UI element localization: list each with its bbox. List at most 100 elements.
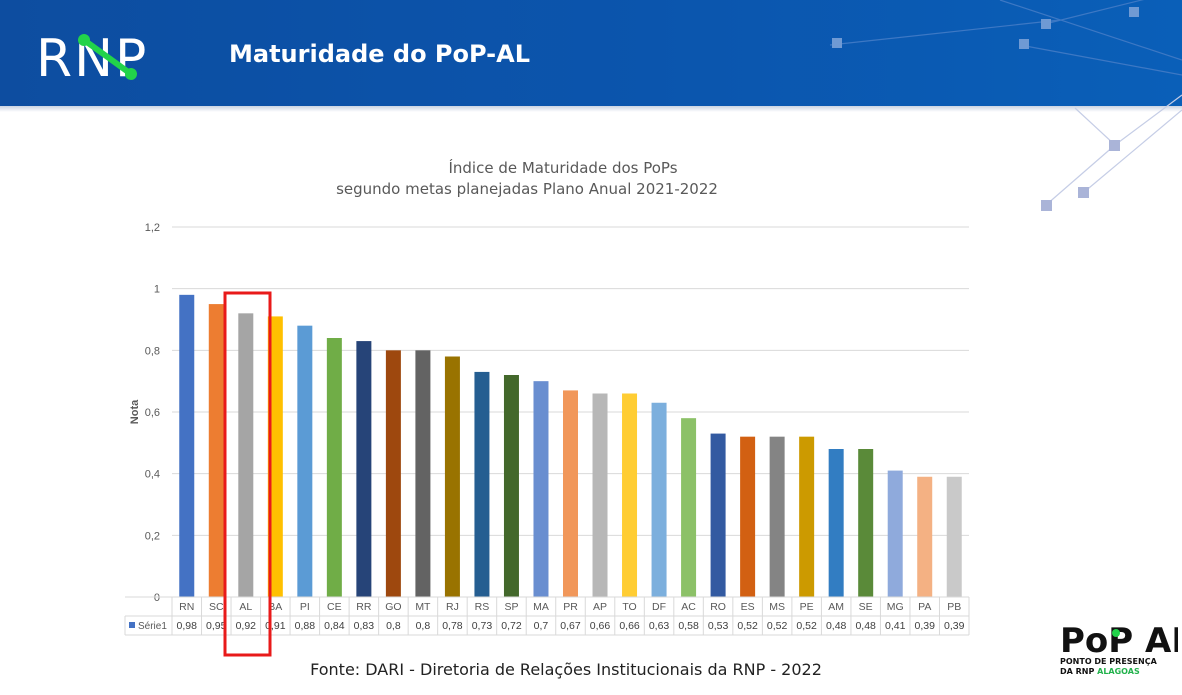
category-label: SE [859,601,873,613]
pop-al-caption-line2: DA RNP [1060,667,1098,676]
value-label: 0,88 [295,620,316,632]
y-tick-label: 0 [154,592,160,604]
bar-mt [415,350,431,597]
value-label: 0,98 [177,620,198,632]
y-tick-label: 1 [154,284,160,296]
value-label: 0,73 [472,620,493,632]
category-label: PB [947,601,961,613]
value-label: 0,48 [826,620,847,632]
category-label: MA [533,601,549,613]
bar-pr [563,390,578,597]
category-label: GO [385,601,401,613]
rnp-logo-dot-top [78,34,90,46]
value-label: 0,92 [236,620,257,632]
source-note: Fonte: DARI - Diretoria de Relações Inst… [310,660,822,679]
bar-rj [444,356,460,597]
bar-ce [326,338,342,597]
category-label: AC [681,601,696,613]
circuit-decoration [829,0,1182,76]
category-label: MG [887,601,904,613]
value-label: 0,72 [501,620,522,632]
bar-pe [799,436,815,597]
value-label: 0,39 [944,620,965,632]
bar-sc [208,304,224,597]
value-label: 0,53 [708,620,729,632]
bar-ac [681,418,697,597]
value-label: 0,66 [590,620,611,632]
y-axis-label: Nota [129,399,141,424]
value-label: 0,52 [796,620,817,632]
bar-ba [267,316,283,597]
bar-am [828,449,844,597]
category-label: MT [415,601,431,613]
category-label: PI [300,601,310,613]
legend-series-name: Série1 [138,621,167,632]
category-label: RN [179,601,194,613]
y-tick-label: 0,4 [145,469,160,481]
category-label: PA [918,601,931,613]
bar-to [622,393,638,597]
pop-al-caption-line1: PONTO DE PRESENÇA [1060,657,1157,666]
rnp-logo-dot-bottom [125,68,137,80]
value-label: 0,52 [767,620,788,632]
category-label: MS [769,601,785,613]
bar-mg [887,470,903,597]
category-label: RO [710,601,726,613]
category-label: DF [652,601,666,613]
category-label: AM [828,601,844,613]
category-label: RR [356,601,372,613]
bar-ro [710,433,726,597]
pop-al-logo-text: PoP AL [1060,621,1178,661]
value-label: 0,52 [737,620,758,632]
bar-al [238,313,254,597]
value-label: 0,95 [206,620,227,632]
value-label: 0,78 [442,620,463,632]
rnp-logo-stroke [82,37,133,77]
rnp-logo: RNP [36,29,146,84]
y-tick-label: 0,6 [145,407,160,419]
pop-al-logo: PoP AL [1060,621,1178,661]
bar-sp [503,375,519,597]
chart-title: Índice de Maturidade dos PoPs [448,158,677,177]
value-label: 0,66 [619,620,640,632]
category-label: TO [622,601,636,613]
bar-ms [769,436,785,597]
pop-al-caption-state: ALAGOAS [1097,667,1140,676]
category-label: SP [504,601,518,613]
value-label: 0,48 [855,620,876,632]
value-label: 0,8 [386,620,401,632]
category-label: SC [209,601,224,613]
bar-pb [946,476,962,597]
category-label: RS [475,601,490,613]
bar-df [651,402,667,597]
value-label: 0,58 [678,620,699,632]
bars [179,294,962,597]
value-label: 0,91 [265,620,286,632]
y-tick-label: 0,2 [145,530,160,542]
value-label: 0,39 [915,620,936,632]
pop-al-caption: PONTO DE PRESENÇA DA RNP ALAGOAS [1060,657,1157,677]
y-tick-label: 0,8 [145,345,160,357]
value-label: 0,83 [354,620,375,632]
value-label: 0,41 [885,620,906,632]
bar-es [740,436,756,597]
value-label: 0,67 [560,620,581,632]
category-label: AP [593,601,607,613]
category-label: PR [563,601,578,613]
category-label: AL [239,601,252,613]
category-label: CE [327,601,342,613]
page-title: Maturidade do PoP-AL [229,40,530,68]
bar-rs [474,371,490,597]
bar-pa [917,476,933,597]
value-label: 0,63 [649,620,670,632]
data-table: Série1 RN 0,98 SC 0,95 AL 0,92 BA 0,91 PI 0,88 CE 0,… [124,596,970,636]
bar-rr [356,341,372,597]
category-label: PE [800,601,814,613]
category-label: RJ [446,601,459,613]
bar-ap [592,393,608,597]
y-tick-label: 1,2 [145,222,160,234]
bar-pi [297,325,313,597]
pop-al-logo-dot [1112,629,1120,637]
chart-subtitle: segundo metas planejadas Plano Anual 202… [336,180,718,198]
